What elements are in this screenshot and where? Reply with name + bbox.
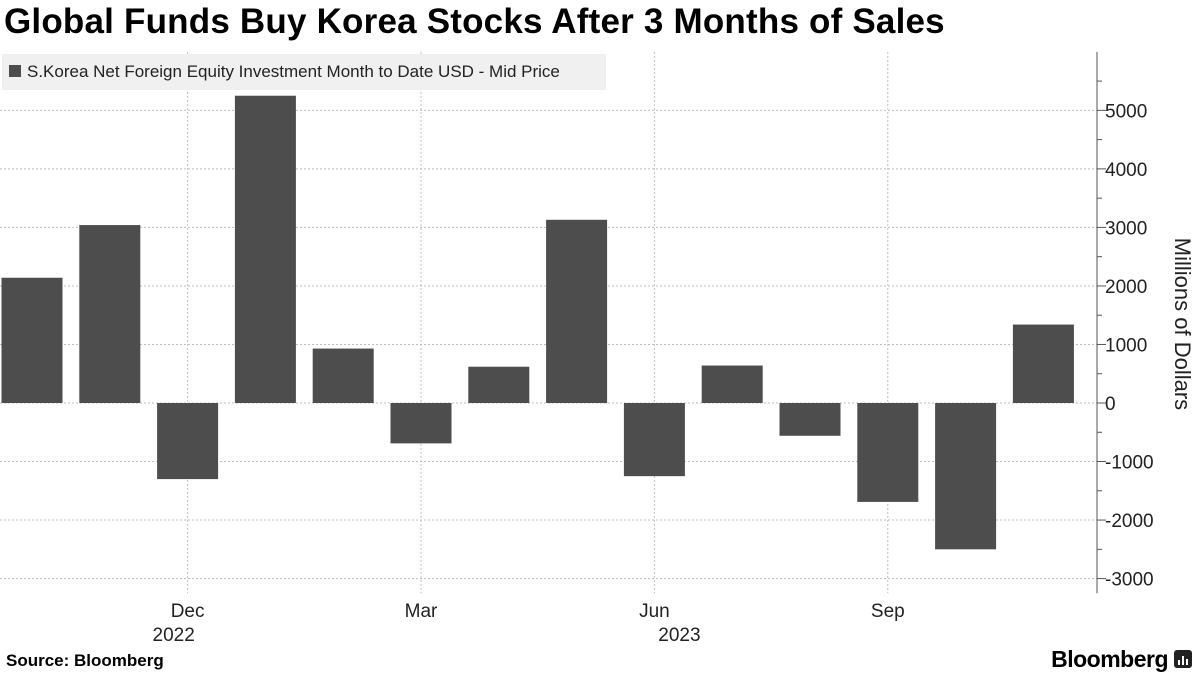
bar-apr-2023 [468,366,530,403]
x-year-label: 2022 [153,625,195,646]
legend-swatch [9,65,21,77]
bar-jun-2023 [623,403,685,477]
legend-background [2,54,606,90]
y-tick-label: -3000 [1105,570,1154,591]
bar-dec-2022 [157,403,219,480]
x-tick-label: Dec [171,601,205,622]
x-tick-label: Sep [871,601,905,622]
y-axis-label: Millions of Dollars [1170,238,1195,410]
source-label: Source: Bloomberg [6,651,164,670]
x-tick-label: Mar [405,601,438,622]
bar-jul-2023 [701,365,763,403]
bar-sep-2023 [857,403,919,502]
y-tick-label: 1000 [1105,335,1147,356]
x-axis: Dec Mar Jun Sep 2022 2023 [153,601,905,646]
y-tick-label: 2000 [1105,277,1147,298]
bar-aug-2023 [779,403,841,436]
legend: S.Korea Net Foreign Equity Investment Mo… [2,54,606,90]
bar-feb-2023 [312,348,374,403]
y-tick-label: 4000 [1105,160,1147,181]
chart-title: Global Funds Buy Korea Stocks After 3 Mo… [4,2,945,41]
bloomberg-terminal-icon [1174,650,1192,668]
x-tick-label: Jun [639,601,670,622]
y-tick-label: 3000 [1105,218,1147,239]
y-tick-label: 5000 [1105,101,1147,122]
bar-oct-2023 [935,403,997,550]
bar-nov-2023 [1012,324,1074,403]
y-axis: 5000 4000 3000 2000 1000 0 -1000 -2000 -3000 [1096,51,1154,594]
bar-jan-2023 [234,95,296,403]
x-year-label: 2023 [658,625,700,646]
bar-oct-2022 [1,277,63,403]
bloomberg-logo: Bloomberg [1051,646,1168,672]
bar-may-2023 [546,219,608,403]
bar-nov-2022 [79,225,141,403]
bars [1,95,1074,550]
y-tick-label: 0 [1105,394,1116,415]
bar-mar-2023 [390,403,452,444]
y-tick-label: -2000 [1105,511,1154,532]
legend-label: S.Korea Net Foreign Equity Investment Mo… [27,62,560,81]
y-tick-label: -1000 [1105,453,1154,474]
